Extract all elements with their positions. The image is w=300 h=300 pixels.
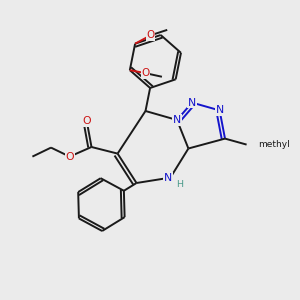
Text: H: H <box>176 180 184 189</box>
Text: O: O <box>83 116 91 126</box>
Text: N: N <box>215 105 224 116</box>
Text: methyl: methyl <box>258 140 290 149</box>
Text: N: N <box>188 98 196 108</box>
Text: N: N <box>164 172 172 183</box>
Text: O: O <box>141 68 149 78</box>
Text: O: O <box>65 152 74 162</box>
Text: O: O <box>147 30 155 40</box>
Text: N: N <box>173 115 181 125</box>
